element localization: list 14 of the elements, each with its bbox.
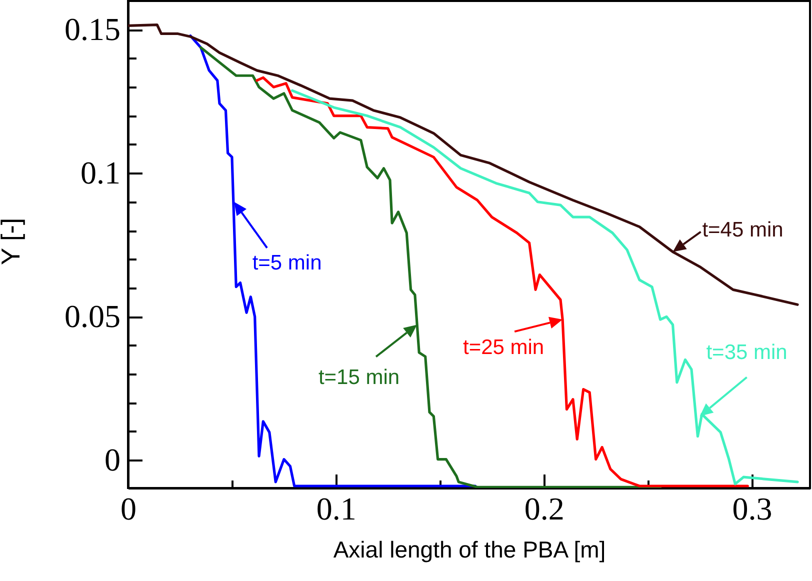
y-tick-label: 0 bbox=[104, 442, 120, 478]
y-tick-label: 0.15 bbox=[64, 11, 120, 48]
x-tick-label: 0.2 bbox=[524, 490, 564, 526]
y-tick-label: 0.1 bbox=[80, 154, 120, 191]
annotation: t=35 min bbox=[706, 340, 788, 364]
x-axis-title: Axial length of the PBA [m] bbox=[333, 536, 606, 562]
y-tick-label: 0.05 bbox=[64, 298, 120, 334]
annotation: t=5 min bbox=[252, 251, 322, 274]
x-tick-label: 0.1 bbox=[316, 490, 356, 526]
y-axis-title: Y [-] bbox=[0, 218, 26, 266]
annotation: t=15 min bbox=[318, 366, 400, 390]
annotation: t=25 min bbox=[462, 336, 544, 360]
x-tick-label: 0.3 bbox=[732, 490, 772, 526]
annotation: t=45 min bbox=[702, 218, 784, 242]
